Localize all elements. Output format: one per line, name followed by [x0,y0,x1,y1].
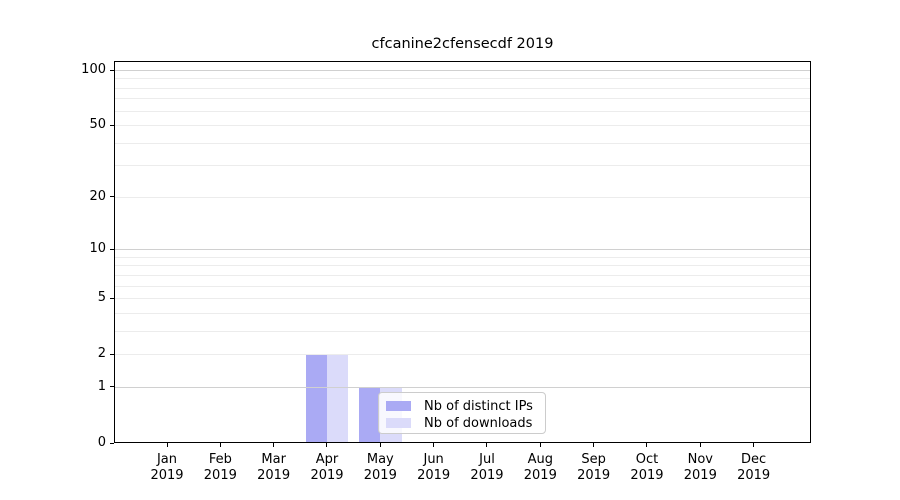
y-tick-mark [110,442,114,444]
y-tick-mark [110,124,114,126]
gridline-minor [115,98,810,100]
x-tick-label-mar: Mar 2019 [257,452,291,483]
x-tick-label-feb: Feb 2019 [203,452,237,483]
x-tick-mark [219,443,221,447]
x-tick-label-oct: Oct 2019 [630,452,664,483]
bar-nb-of-downloads-apr [326,354,349,443]
y-tick-mark [110,196,114,198]
x-tick-mark [646,443,648,447]
gridline-minor [115,274,810,276]
y-tick-mark [110,386,114,388]
y-tick-label: 20 [89,188,106,204]
legend-swatch-icon [386,418,411,428]
x-tick-label-dec: Dec 2019 [737,452,771,483]
x-tick-mark [699,443,701,447]
gridline-minor [115,196,810,198]
x-tick-label-may: May 2019 [363,452,397,483]
y-tick-label: 0 [97,435,106,450]
gridline-minor [115,142,810,144]
plot-area-border [114,61,811,443]
y-tick-label: 50 [89,117,106,133]
y-tick-mark [110,69,114,71]
legend-row: Nb of downloads [386,415,539,431]
x-tick-mark [486,443,488,447]
y-tick-label: 100 [81,62,106,77]
bar-nb-of-distinct-ips-may [359,386,381,443]
gridline-minor [115,354,810,356]
x-tick-mark [753,443,755,447]
legend-row: Nb of distinct IPs [386,398,539,414]
x-tick-label-jul: Jul 2019 [470,452,504,483]
gridline-minor [115,298,810,300]
gridline-minor [115,87,810,89]
bar-nb-of-distinct-ips-apr [305,354,327,443]
x-tick-label-apr: Apr 2019 [310,452,344,483]
y-tick-mark [110,297,114,299]
legend-label: Nb of distinct IPs [424,398,533,414]
x-tick-mark [593,443,595,447]
gridline-minor [115,110,810,112]
x-tick-label-sep: Sep 2019 [577,452,611,483]
x-tick-mark [379,443,381,447]
legend: Nb of distinct IPs Nb of downloads [378,392,546,434]
gridline-major [115,386,810,388]
chart-title: cfcanine2cfensecdf 2019 [371,36,554,52]
legend-label: Nb of downloads [424,415,533,431]
gridline-major [115,70,810,71]
gridline-minor [115,78,810,80]
x-tick-mark [539,443,541,447]
x-tick-mark [273,443,275,447]
gridline-minor [115,312,810,314]
x-tick-mark [326,443,328,447]
x-tick-label-nov: Nov 2019 [683,452,717,483]
y-tick-mark [110,353,114,355]
y-tick-label: 2 [97,346,106,362]
x-tick-mark [433,443,435,447]
x-tick-mark [166,443,168,447]
y-tick-label: 5 [97,290,106,306]
y-tick-label: 10 [89,241,106,257]
gridline-minor [115,256,810,258]
x-tick-label-aug: Aug 2019 [523,452,557,483]
gridline-major [115,249,810,251]
gridline-minor [115,330,810,332]
y-tick-label: 1 [97,378,106,394]
gridline-minor [115,165,810,167]
y-tick-mark [110,248,114,250]
x-tick-label-jan: Jan 2019 [150,452,184,483]
x-tick-label-jun: Jun 2019 [417,452,451,483]
gridline-minor [115,125,810,127]
gridline-minor [115,285,810,287]
legend-swatch-icon [386,401,411,411]
gridline-minor [115,265,810,267]
